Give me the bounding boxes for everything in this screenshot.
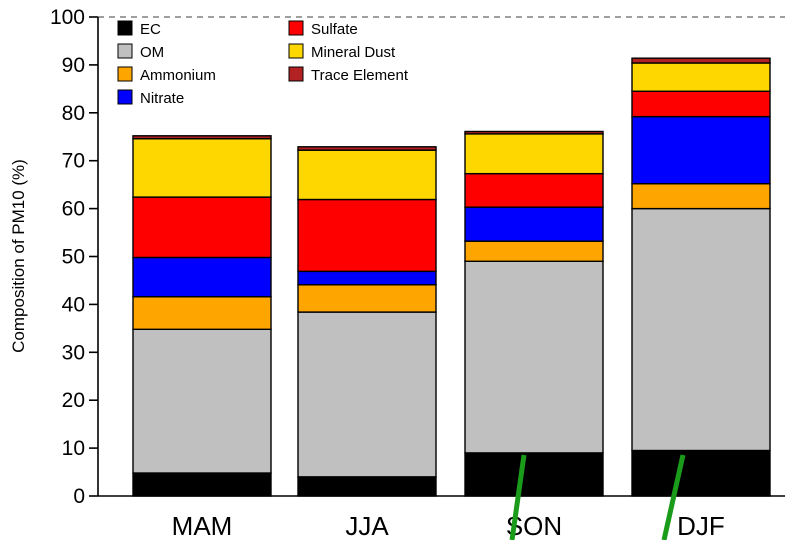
- bar-segment-mineral-dust-mam: [132, 137, 272, 198]
- legend-item-nitrate: Nitrate: [117, 89, 184, 107]
- bar-segment-om-son: [464, 260, 604, 454]
- bar-segment-nitrate-mam: [132, 256, 272, 298]
- green-annotation-stroke: [661, 454, 686, 540]
- legend-swatch-ec: [117, 20, 133, 36]
- bar-segment-sulfate-jja: [297, 198, 437, 273]
- bar-segment-om-jja: [297, 311, 437, 478]
- bar-segment-mineral-dust-djf: [631, 62, 771, 92]
- legend-label-mineral-dust: Mineral Dust: [311, 44, 396, 61]
- bar-segment-mineral-dust-son: [464, 133, 604, 175]
- y-tick-label-10: 10: [62, 437, 85, 460]
- bar-segment-sulfate-son: [464, 172, 604, 208]
- bar-segment-ammonium-son: [464, 240, 604, 262]
- legend-item-ammonium: Ammonium: [117, 66, 216, 84]
- x-tick-label-jja: JJA: [345, 511, 389, 540]
- y-tick-label-70: 70: [62, 150, 85, 173]
- bar-segment-ec-mam: [132, 472, 272, 497]
- legend-label-ammonium: Ammonium: [140, 67, 216, 84]
- legend-label-trace-element: Trace Element: [311, 67, 409, 84]
- legend-swatch-nitrate: [117, 89, 133, 105]
- bar-segment-sulfate-mam: [132, 196, 272, 259]
- bar-segment-trace-element-djf: [631, 57, 771, 64]
- bar-segment-ec-jja: [297, 476, 437, 497]
- y-tick-label-100: 100: [50, 6, 85, 29]
- bar-stack-djf: [631, 57, 771, 497]
- bar-stack-jja: [297, 146, 437, 497]
- bar-segment-ammonium-mam: [132, 296, 272, 331]
- bar-segment-om-mam: [132, 328, 272, 474]
- legend-label-om: OM: [140, 44, 164, 61]
- y-axis-label: Composition of PM10 (%): [9, 159, 28, 353]
- y-tick-label-80: 80: [62, 102, 85, 125]
- bar-segment-nitrate-jja: [297, 270, 437, 286]
- legend-item-ec: EC: [117, 20, 161, 38]
- bar-segment-ec-son: [464, 452, 604, 497]
- legend-swatch-om: [117, 43, 133, 59]
- legend-swatch-mineral-dust: [288, 43, 304, 59]
- bar-stack-mam: [132, 135, 272, 497]
- bar-segment-ammonium-jja: [297, 284, 437, 313]
- y-tick-label-40: 40: [62, 293, 85, 316]
- bar-segment-om-djf: [631, 207, 771, 452]
- bar-segment-sulfate-djf: [631, 90, 771, 118]
- y-tick-label-50: 50: [62, 246, 85, 269]
- legend-label-ec: EC: [140, 21, 161, 38]
- y-tick-label-20: 20: [62, 389, 85, 412]
- bar-segment-ammonium-djf: [631, 182, 771, 210]
- legend-swatch-sulfate: [288, 20, 304, 36]
- legend-item-mineral-dust: Mineral Dust: [288, 43, 396, 61]
- bar-segment-nitrate-djf: [631, 115, 771, 185]
- y-tick-label-0: 0: [73, 485, 85, 508]
- bar-segment-trace-element-mam: [132, 135, 272, 140]
- legend-item-sulfate: Sulfate: [288, 20, 358, 38]
- bar-segment-trace-element-jja: [297, 146, 437, 151]
- legend-label-sulfate: Sulfate: [311, 21, 358, 38]
- bar-segment-mineral-dust-jja: [297, 149, 437, 201]
- x-tick-label-djf: DJF: [677, 511, 725, 540]
- bar-segment-ec-djf: [631, 449, 771, 497]
- bar-segment-nitrate-son: [464, 206, 604, 242]
- legend-item-om: OM: [117, 43, 164, 61]
- legend-item-trace-element: Trace Element: [288, 66, 409, 84]
- bar-segment-trace-element-son: [464, 130, 604, 135]
- legend-swatch-trace-element: [288, 66, 304, 82]
- legend-swatch-ammonium: [117, 66, 133, 82]
- legend-label-nitrate: Nitrate: [140, 90, 184, 107]
- y-tick-label-90: 90: [62, 54, 85, 77]
- y-tick-label-30: 30: [62, 341, 85, 364]
- x-tick-label-mam: MAM: [172, 511, 233, 540]
- green-annotation-stroke: [509, 454, 527, 540]
- bar-stack-son: [464, 130, 604, 497]
- y-tick-label-60: 60: [62, 198, 85, 221]
